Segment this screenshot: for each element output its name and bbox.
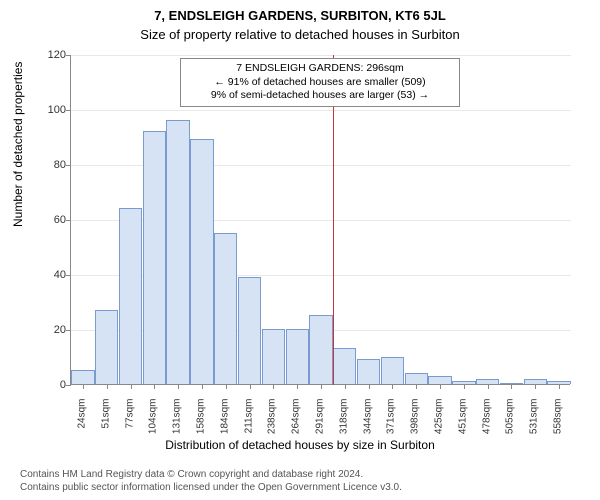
x-tick-label: 24sqm [76,399,87,439]
x-tick-mark [369,384,370,389]
x-tick-label: 371sqm [386,399,397,439]
title-sub: Size of property relative to detached ho… [0,23,600,42]
bar [238,277,261,384]
x-tick-label: 505sqm [505,399,516,439]
footer-line-2: Contains public sector information licen… [20,481,580,494]
y-tick-mark [66,275,71,276]
x-tick-mark [226,384,227,389]
x-tick-mark [511,384,512,389]
x-tick-label: 51sqm [100,399,111,439]
x-tick-mark [83,384,84,389]
x-tick-mark [202,384,203,389]
info-box: 7 ENDSLEIGH GARDENS: 296sqm ← 91% of det… [180,58,460,107]
bar [405,373,428,384]
x-tick-mark [535,384,536,389]
info-line-1: 7 ENDSLEIGH GARDENS: 296sqm [187,62,453,76]
x-tick-label: 104sqm [148,399,159,439]
y-tick-mark [66,330,71,331]
y-tick-label: 0 [60,379,66,391]
y-tick-label: 20 [54,324,66,336]
footer: Contains HM Land Registry data © Crown c… [20,468,580,494]
x-tick-mark [464,384,465,389]
y-tick-label: 60 [54,214,66,226]
y-tick-mark [66,165,71,166]
bar [333,348,356,384]
bar [190,139,213,384]
info-line-2: ← 91% of detached houses are smaller (50… [187,76,453,90]
x-tick-label: 318sqm [338,399,349,439]
x-tick-label: 291sqm [315,399,326,439]
bar [309,315,332,384]
bar [428,376,451,384]
x-tick-mark [559,384,560,389]
x-tick-label: 211sqm [243,399,254,439]
title-main: 7, ENDSLEIGH GARDENS, SURBITON, KT6 5JL [0,0,600,23]
x-tick-label: 398sqm [410,399,421,439]
y-tick-label: 120 [48,49,66,61]
x-tick-mark [250,384,251,389]
chart-container: 7, ENDSLEIGH GARDENS, SURBITON, KT6 5JL … [0,0,600,500]
grid-line [71,110,571,111]
x-tick-mark [154,384,155,389]
x-tick-label: 531sqm [529,399,540,439]
y-tick-mark [66,110,71,111]
x-tick-mark [107,384,108,389]
y-tick-label: 40 [54,269,66,281]
x-tick-label: 158sqm [195,399,206,439]
y-tick-mark [66,220,71,221]
y-tick-mark [66,55,71,56]
y-tick-mark [66,385,71,386]
x-tick-mark [488,384,489,389]
x-tick-label: 558sqm [553,399,564,439]
bar [214,233,237,384]
x-axis-label: Distribution of detached houses by size … [0,438,600,452]
y-tick-label: 100 [48,104,66,116]
x-tick-label: 344sqm [362,399,373,439]
bar [357,359,380,384]
x-tick-mark [178,384,179,389]
footer-line-1: Contains HM Land Registry data © Crown c… [20,468,580,481]
x-tick-mark [321,384,322,389]
bar [119,208,142,384]
bar [95,310,118,384]
info-line-3: 9% of semi-detached houses are larger (5… [187,89,453,103]
x-tick-label: 451sqm [457,399,468,439]
bar [71,370,94,384]
bar [166,120,189,384]
x-tick-label: 184sqm [219,399,230,439]
x-tick-label: 264sqm [291,399,302,439]
x-tick-label: 425sqm [434,399,445,439]
y-tick-label: 80 [54,159,66,171]
x-tick-mark [416,384,417,389]
x-tick-mark [273,384,274,389]
x-tick-label: 77sqm [124,399,135,439]
grid-line [71,55,571,56]
x-tick-mark [392,384,393,389]
x-tick-label: 131sqm [172,399,183,439]
y-axis-label: Number of detached properties [11,62,25,227]
x-tick-mark [297,384,298,389]
chart-area: 020406080100120 24sqm51sqm77sqm104sqm131… [70,55,570,385]
bar [286,329,309,384]
x-tick-label: 238sqm [267,399,278,439]
x-tick-label: 478sqm [481,399,492,439]
bar [381,357,404,385]
x-tick-mark [131,384,132,389]
x-tick-mark [440,384,441,389]
bar [262,329,285,384]
bar [143,131,166,384]
x-tick-mark [345,384,346,389]
